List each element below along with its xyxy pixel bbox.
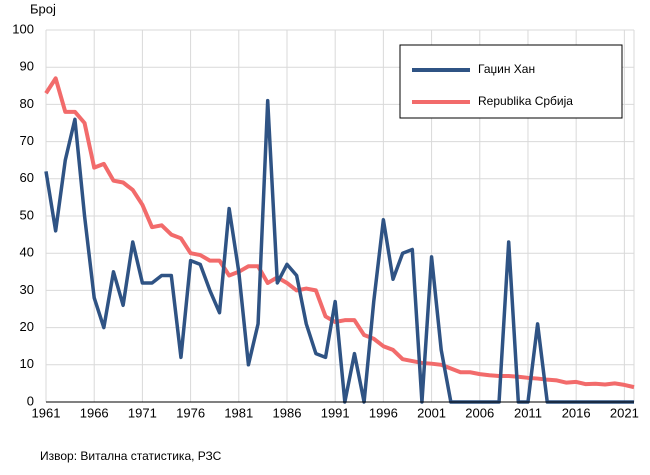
series-line <box>44 98 634 404</box>
x-tick-label: 1981 <box>224 405 253 420</box>
x-tick-label: 1971 <box>128 405 157 420</box>
legend-box <box>399 44 623 119</box>
x-tick-label: 1976 <box>176 405 205 420</box>
x-tick-label: 1996 <box>369 405 398 420</box>
y-axis-label: Број <box>30 1 56 16</box>
y-tick-label: 60 <box>20 170 34 185</box>
y-tick-label: 10 <box>20 356 34 371</box>
x-tick-label: 2016 <box>562 405 591 420</box>
x-tick-label: 1966 <box>80 405 109 420</box>
source: Извор: Витална статистика, РЗС <box>40 449 222 463</box>
y-tick-label: 90 <box>20 59 34 74</box>
x-tick-label: 2006 <box>465 405 494 420</box>
x-tick-label: 1961 <box>32 405 61 420</box>
legend-label: Republika Србија <box>478 94 573 108</box>
legend-label: Гаџин Хан <box>478 62 535 76</box>
y-tick-label: 50 <box>20 207 34 222</box>
x-tick-label: 2001 <box>417 405 446 420</box>
x-tick-label: 2021 <box>610 405 639 420</box>
y-tick-label: 0 <box>27 393 34 408</box>
x-tick-label: 2011 <box>514 405 542 420</box>
y-tick-label: 70 <box>20 133 34 148</box>
x-tick-label: 1991 <box>321 405 350 420</box>
y-tick-label: 20 <box>20 319 34 334</box>
y-tick-label: 100 <box>12 21 34 36</box>
x-tick-label: 1986 <box>273 405 302 420</box>
series-line <box>44 76 635 390</box>
y-tick-label: 40 <box>20 245 34 260</box>
y-tick-label: 30 <box>20 282 34 297</box>
y-tick-label: 80 <box>20 96 34 111</box>
